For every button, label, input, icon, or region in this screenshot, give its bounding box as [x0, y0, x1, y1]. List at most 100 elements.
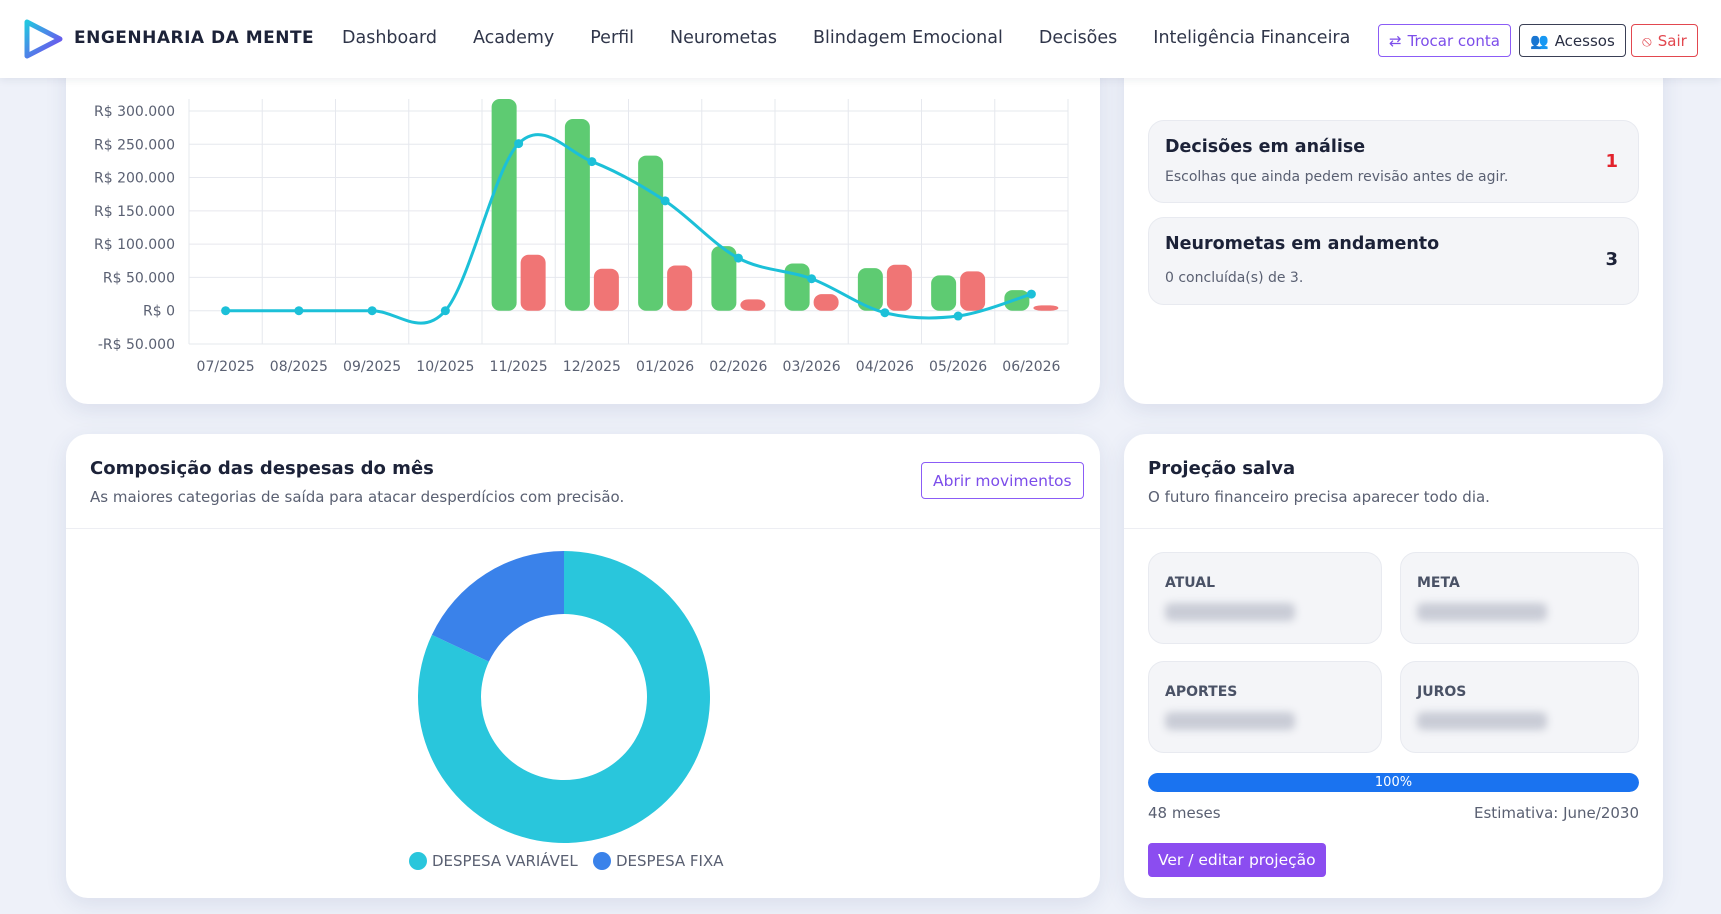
bar	[960, 271, 986, 311]
nav-link[interactable]: Decisões	[1038, 28, 1118, 48]
y-tick-label: R$ 200.000	[94, 171, 175, 187]
x-tick-label: 08/2025	[270, 359, 328, 375]
tile-title: Neurometas em andamento	[1165, 234, 1440, 254]
legend-swatch	[593, 852, 611, 870]
nav-link[interactable]: Neurometas	[670, 28, 778, 48]
y-tick-label: R$ 100.000	[94, 237, 175, 253]
card-title: Composição das despesas do mês	[90, 458, 434, 479]
line-point	[367, 306, 377, 316]
bar	[813, 294, 839, 311]
bar	[931, 275, 957, 311]
bar	[740, 299, 766, 311]
bar	[1033, 305, 1059, 311]
legend-label: DESPESA VARIÁVEL	[432, 851, 578, 870]
x-tick-label: 12/2025	[563, 359, 621, 375]
bar	[784, 263, 810, 311]
legend-label: DESPESA FIXA	[616, 852, 724, 870]
nav-link[interactable]: Dashboard	[342, 28, 437, 48]
projection-card: Projeção salva O futuro financeiro preci…	[1124, 434, 1663, 898]
logo	[24, 19, 63, 59]
legend-swatch	[409, 852, 427, 870]
x-tick-label: 01/2026	[636, 359, 694, 375]
bar	[886, 264, 912, 311]
x-tick-label: 06/2026	[1002, 359, 1060, 375]
x-tick-label: 05/2026	[929, 359, 987, 375]
y-tick-label: R$ 300.000	[94, 104, 175, 120]
bar	[520, 254, 546, 311]
x-tick-label: 11/2025	[490, 359, 548, 375]
projection-tile: APORTES	[1148, 661, 1382, 753]
nav-link[interactable]: Perfil	[590, 28, 635, 48]
line-point	[294, 306, 304, 316]
button-label: Sair	[1657, 31, 1687, 50]
edit-projection-button[interactable]: Ver / editar projeção	[1148, 843, 1326, 877]
x-tick-label: 07/2025	[197, 359, 255, 375]
bar	[667, 265, 693, 311]
open-movements-button[interactable]: Abrir movimentos	[921, 462, 1084, 499]
x-tick-label: 09/2025	[343, 359, 401, 375]
bar	[593, 268, 619, 311]
x-tick-label: 10/2025	[416, 359, 474, 375]
navbar: ENGENHARIA DA MENTE Dashboard Academy Pe…	[0, 0, 1721, 78]
months: 48 meses	[1148, 804, 1221, 822]
tile-label: META	[1417, 575, 1460, 591]
x-tick-label: 04/2026	[856, 359, 914, 375]
divider	[1124, 528, 1663, 529]
donut-slice	[417, 551, 710, 843]
blurred-value	[1165, 603, 1295, 621]
tile-count: 3	[1605, 249, 1618, 270]
line-point	[587, 157, 597, 167]
projection-tile: JUROS	[1400, 661, 1639, 753]
cashflow-chart: -R$ 50.000 R$ 0 R$ 50.000 R$ 100.000 R$ 150.…	[94, 99, 1069, 375]
projection-tile: ATUAL	[1148, 552, 1382, 644]
decision-tile: Neurometas em andamento 0 concluída(s) d…	[1148, 217, 1639, 305]
expenses-donut: DESPESA VARIÁVEL DESPESA FIXA	[409, 551, 724, 870]
card-title: Projeção salva	[1148, 458, 1296, 479]
line-point	[221, 306, 231, 316]
tile-title: Decisões em análise	[1165, 137, 1366, 157]
button-label: Trocar conta	[1407, 31, 1500, 50]
progress-track: 100%	[1148, 773, 1639, 792]
line-point	[660, 196, 670, 206]
line-point	[440, 306, 450, 316]
y-tick-label: R$ 250.000	[94, 137, 175, 153]
divider	[66, 528, 1100, 529]
y-tick-label: R$ 150.000	[94, 204, 175, 220]
decision-tile: Decisões em análise Escolhas que ainda p…	[1148, 120, 1639, 203]
estimate: Estimativa: June/2030	[1474, 804, 1639, 822]
tile-subtitle: 0 concluída(s) de 3.	[1165, 270, 1304, 286]
blurred-value	[1417, 603, 1547, 621]
bar	[857, 268, 883, 311]
decisions-card: Decisões em análise Escolhas que ainda p…	[1124, 40, 1663, 404]
button-label: Acessos	[1554, 31, 1615, 50]
bar	[711, 246, 737, 311]
line-point	[1026, 289, 1036, 299]
tile-label: JUROS	[1417, 684, 1467, 700]
blurred-value	[1165, 712, 1295, 730]
nav-links: Dashboard Academy Perfil Neurometas Blin…	[342, 28, 1350, 48]
line-point	[514, 139, 524, 149]
icon: ⦸	[1642, 31, 1652, 50]
logout-button[interactable]: ⦸ Sair	[1631, 24, 1698, 57]
nav-link[interactable]: Blindagem Emocional	[813, 28, 1003, 48]
card-subtitle: As maiores categorias de saída para atac…	[90, 488, 625, 506]
line-point	[807, 274, 817, 284]
switch-account-button[interactable]: ⇄ Trocar conta	[1378, 24, 1511, 57]
blurred-value	[1417, 712, 1547, 730]
tile-label: ATUAL	[1165, 575, 1215, 591]
access-button[interactable]: 👥 Acessos	[1519, 24, 1626, 57]
nav-link[interactable]: Academy	[472, 28, 555, 48]
line-point	[880, 308, 890, 318]
line-point	[953, 311, 963, 321]
bar	[638, 155, 664, 311]
projection-tile: META	[1400, 552, 1639, 644]
tile-label: APORTES	[1165, 684, 1238, 700]
bar	[564, 118, 590, 311]
line-point	[733, 253, 743, 263]
x-tick-label: 02/2026	[709, 359, 767, 375]
icon: 👥	[1530, 31, 1549, 50]
nav-link[interactable]: Inteligência Financeira	[1153, 28, 1351, 48]
y-tick-label: -R$ 50.000	[98, 337, 175, 353]
progress-label: 100%	[1374, 775, 1413, 790]
